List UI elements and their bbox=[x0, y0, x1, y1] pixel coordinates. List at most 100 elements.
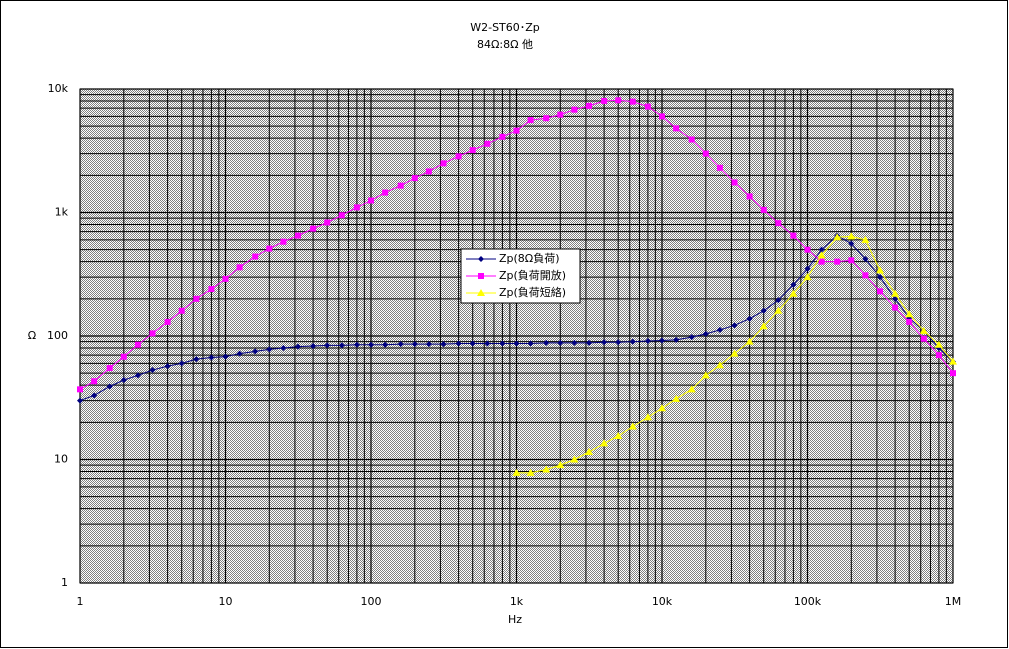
marker bbox=[571, 106, 578, 113]
marker bbox=[760, 307, 767, 314]
marker bbox=[513, 340, 520, 347]
marker bbox=[818, 246, 825, 253]
marker bbox=[687, 385, 696, 393]
marker bbox=[324, 219, 331, 226]
marker bbox=[512, 468, 521, 476]
chart-subtitle: 84Ω:8Ω 他 bbox=[477, 38, 533, 51]
marker bbox=[469, 340, 476, 347]
marker bbox=[586, 102, 593, 109]
marker bbox=[440, 341, 447, 348]
marker bbox=[556, 461, 565, 469]
marker bbox=[817, 251, 826, 259]
marker bbox=[935, 352, 942, 359]
marker bbox=[484, 340, 491, 347]
marker bbox=[252, 348, 259, 355]
marker bbox=[208, 286, 215, 293]
marker bbox=[557, 339, 564, 346]
chart-title: W2-ST60･Zp bbox=[470, 21, 540, 34]
marker bbox=[746, 193, 753, 200]
marker bbox=[848, 240, 855, 247]
y-tick-label: 10 bbox=[54, 453, 68, 466]
marker bbox=[715, 361, 724, 369]
marker bbox=[477, 289, 485, 296]
marker bbox=[745, 337, 754, 345]
marker bbox=[106, 365, 113, 372]
legend-label: Zp(8Ω負荷) bbox=[499, 252, 560, 265]
marker bbox=[77, 397, 83, 404]
marker bbox=[208, 354, 215, 361]
x-tick-label: 1 bbox=[77, 595, 84, 608]
x-tick-label: 1M bbox=[945, 595, 962, 608]
plot-border bbox=[79, 88, 954, 584]
marker bbox=[701, 371, 710, 379]
marker bbox=[527, 117, 534, 124]
marker bbox=[478, 256, 484, 262]
marker bbox=[499, 340, 506, 347]
marker bbox=[542, 465, 551, 473]
marker bbox=[120, 353, 127, 360]
marker bbox=[266, 346, 273, 353]
marker bbox=[861, 235, 870, 243]
marker bbox=[673, 336, 680, 343]
marker bbox=[876, 266, 885, 274]
marker bbox=[892, 295, 899, 302]
marker bbox=[295, 343, 302, 350]
marker bbox=[614, 431, 623, 439]
marker bbox=[353, 204, 360, 211]
marker bbox=[774, 306, 783, 314]
marker bbox=[527, 340, 534, 347]
marker bbox=[266, 245, 273, 252]
marker bbox=[236, 264, 243, 271]
legend: Zp(8Ω負荷) Zp(負荷開放) Zp(負荷短絡) bbox=[460, 248, 581, 304]
marker bbox=[848, 257, 855, 264]
marker bbox=[149, 330, 156, 337]
marker bbox=[469, 147, 476, 154]
marker bbox=[134, 372, 141, 379]
marker bbox=[324, 342, 331, 349]
marker bbox=[629, 338, 636, 345]
marker bbox=[149, 367, 156, 374]
x-tick-label: 10k bbox=[652, 595, 673, 608]
marker bbox=[877, 288, 884, 295]
marker bbox=[411, 175, 418, 182]
marker bbox=[164, 318, 171, 325]
marker bbox=[891, 289, 900, 297]
y-tick-label: 100 bbox=[47, 329, 68, 342]
marker bbox=[164, 363, 171, 370]
marker bbox=[862, 256, 869, 263]
legend-label: Zp(負荷短絡) bbox=[499, 285, 566, 299]
marker bbox=[672, 394, 681, 402]
marker bbox=[178, 307, 185, 314]
marker bbox=[178, 360, 185, 367]
marker bbox=[803, 273, 812, 281]
marker bbox=[730, 349, 739, 357]
marker bbox=[673, 125, 680, 132]
marker bbox=[338, 342, 345, 349]
marker bbox=[629, 98, 636, 105]
x-tick-label: 100 bbox=[361, 595, 382, 608]
marker bbox=[601, 339, 608, 346]
marker bbox=[615, 97, 622, 104]
marker bbox=[236, 350, 243, 357]
marker bbox=[585, 448, 594, 456]
x-tick-label: 10 bbox=[219, 595, 233, 608]
marker bbox=[702, 150, 709, 157]
marker bbox=[688, 334, 695, 341]
marker bbox=[920, 335, 927, 342]
marker bbox=[77, 386, 83, 393]
marker bbox=[760, 206, 767, 213]
marker bbox=[382, 341, 389, 348]
marker bbox=[659, 337, 665, 344]
x-axis-label: Hz bbox=[508, 613, 522, 626]
marker bbox=[570, 455, 579, 463]
marker bbox=[478, 273, 484, 279]
marker bbox=[716, 326, 723, 333]
marker bbox=[295, 232, 302, 239]
marker bbox=[731, 179, 738, 186]
marker bbox=[382, 189, 389, 196]
marker bbox=[557, 111, 564, 118]
marker bbox=[789, 289, 798, 297]
marker bbox=[411, 341, 418, 348]
marker bbox=[818, 258, 825, 265]
